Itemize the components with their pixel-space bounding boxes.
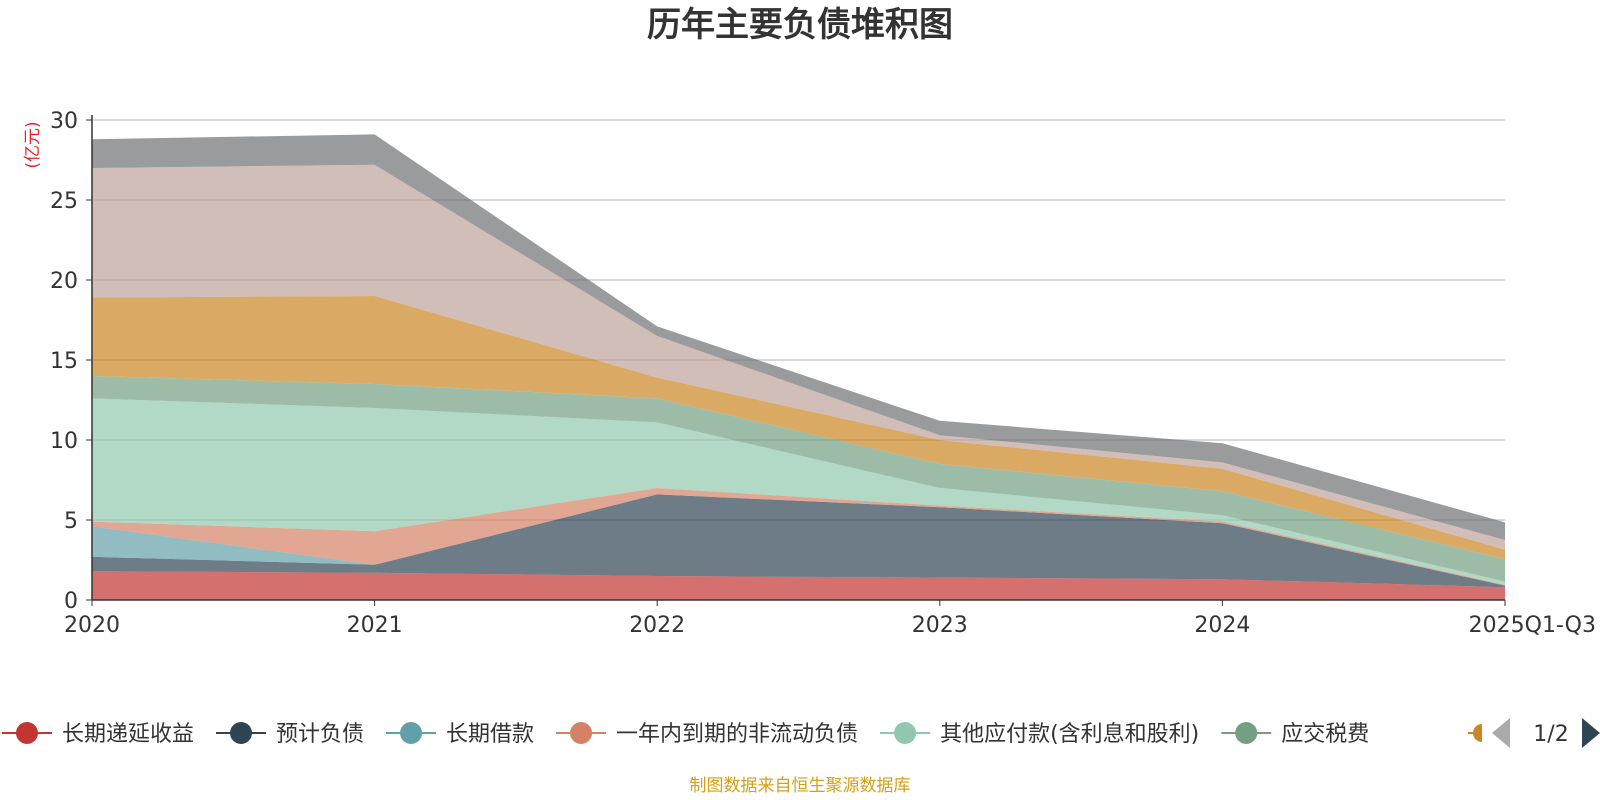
legend-item[interactable]: 其他应付款(含利息和股利)	[880, 722, 1199, 747]
x-tick-label: 2023	[912, 613, 968, 638]
area-应付账款	[92, 296, 1505, 560]
area-series	[92, 134, 1505, 600]
legend-item[interactable]: 预计负债	[216, 722, 364, 747]
pager-prev-icon[interactable]	[1492, 718, 1510, 748]
x-tick-label: 2022	[629, 613, 685, 638]
legend-marker	[1235, 722, 1258, 744]
legend-label: 应交税费	[1281, 722, 1369, 747]
x-tick-label: 2024	[1194, 613, 1250, 638]
legend-label: 长期递延收益	[62, 722, 194, 747]
area-应付票据	[92, 164, 1505, 550]
y-tick-label: 20	[50, 269, 78, 294]
area-长期递延收益	[92, 571, 1505, 600]
chart-title: 历年主要负债堆积图	[647, 5, 953, 45]
y-tick-label: 30	[50, 109, 78, 134]
x-tick-label: 2025Q1-Q3	[1469, 613, 1596, 638]
legend-marker	[400, 722, 423, 744]
source-note: 制图数据来自恒生聚源数据库	[690, 776, 911, 796]
legend-item[interactable]: 长期借款	[386, 722, 534, 747]
legend-pager: 1/2	[1492, 718, 1600, 748]
y-tick-label: 15	[50, 349, 78, 374]
legend-item[interactable]: 应交税费	[1221, 722, 1369, 747]
y-tick-label: 25	[50, 189, 78, 214]
y-tick-label: 0	[64, 589, 78, 614]
legend-label: 其他应付款(含利息和股利)	[940, 722, 1199, 747]
legend-marker	[570, 722, 593, 744]
y-tick-label: 10	[50, 429, 78, 454]
pager-next-icon[interactable]	[1582, 718, 1600, 748]
legend-item[interactable]	[1468, 724, 1482, 742]
y-tick-label: 5	[64, 509, 78, 534]
legend-label: 预计负债	[276, 722, 364, 747]
legend-label: 长期借款	[446, 722, 534, 747]
legend: 长期递延收益 预计负债 长期借款 一年内到期的非流动负债 其他应付款(含利息和股利) 应交…	[2, 718, 1600, 748]
pager-label: 1/2	[1533, 722, 1568, 747]
area-一年内到期的非流动负债	[92, 488, 1505, 586]
y-axis-unit: (亿元)	[23, 121, 43, 168]
area-其他应付款(含利息和股利)	[92, 398, 1505, 585]
area-其他	[92, 134, 1505, 540]
legend-item[interactable]: 一年内到期的非流动负债	[556, 722, 858, 747]
legend-marker	[230, 722, 253, 744]
area-预计负债	[92, 494, 1505, 588]
x-tick-label: 2020	[64, 613, 120, 638]
legend-item[interactable]: 长期递延收益	[2, 722, 194, 747]
area-应交税费	[92, 376, 1505, 582]
legend-marker	[16, 722, 38, 744]
legend-marker	[894, 722, 917, 744]
legend-label: 一年内到期的非流动负债	[616, 722, 858, 747]
legend-marker	[1473, 724, 1482, 742]
axes: 0 5 10 15 20 25 30 2020 2021 2022 2023 2024 2025Q1-Q…	[50, 109, 1596, 638]
x-tick-label: 2021	[347, 613, 403, 638]
